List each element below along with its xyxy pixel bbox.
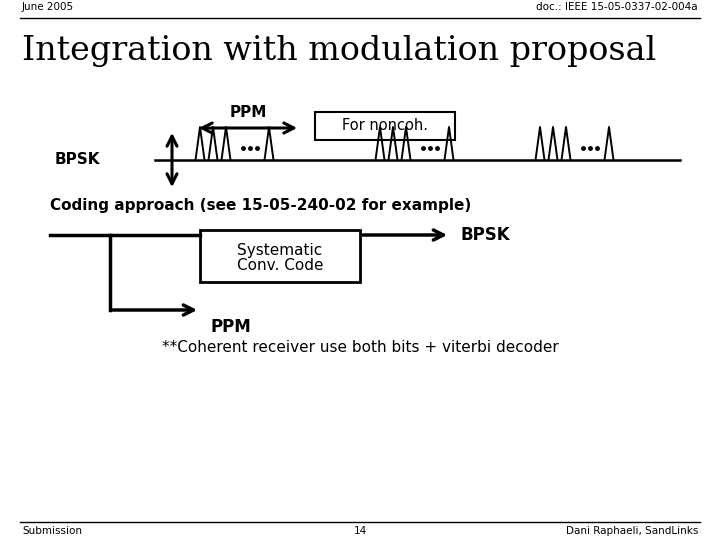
Text: Submission: Submission xyxy=(22,526,82,536)
Text: PPM: PPM xyxy=(229,105,266,120)
Text: Coding approach (see 15-05-240-02 for example): Coding approach (see 15-05-240-02 for ex… xyxy=(50,198,472,213)
Bar xyxy=(200,230,360,282)
Text: BPSK: BPSK xyxy=(460,226,510,244)
Text: **Coherent receiver use both bits + viterbi decoder: **Coherent receiver use both bits + vite… xyxy=(161,340,559,355)
Text: Systematic: Systematic xyxy=(238,244,323,259)
Text: For noncoh.: For noncoh. xyxy=(342,118,428,133)
Text: doc.: IEEE 15-05-0337-02-004a: doc.: IEEE 15-05-0337-02-004a xyxy=(536,2,698,12)
Text: PPM: PPM xyxy=(210,318,251,336)
Text: Integration with modulation proposal: Integration with modulation proposal xyxy=(22,35,656,67)
Text: June 2005: June 2005 xyxy=(22,2,74,12)
Text: Dani Raphaeli, SandLinks: Dani Raphaeli, SandLinks xyxy=(566,526,698,536)
Text: Conv. Code: Conv. Code xyxy=(237,259,323,273)
Text: BPSK: BPSK xyxy=(55,152,101,167)
Bar xyxy=(315,112,455,140)
Text: 14: 14 xyxy=(354,526,366,536)
